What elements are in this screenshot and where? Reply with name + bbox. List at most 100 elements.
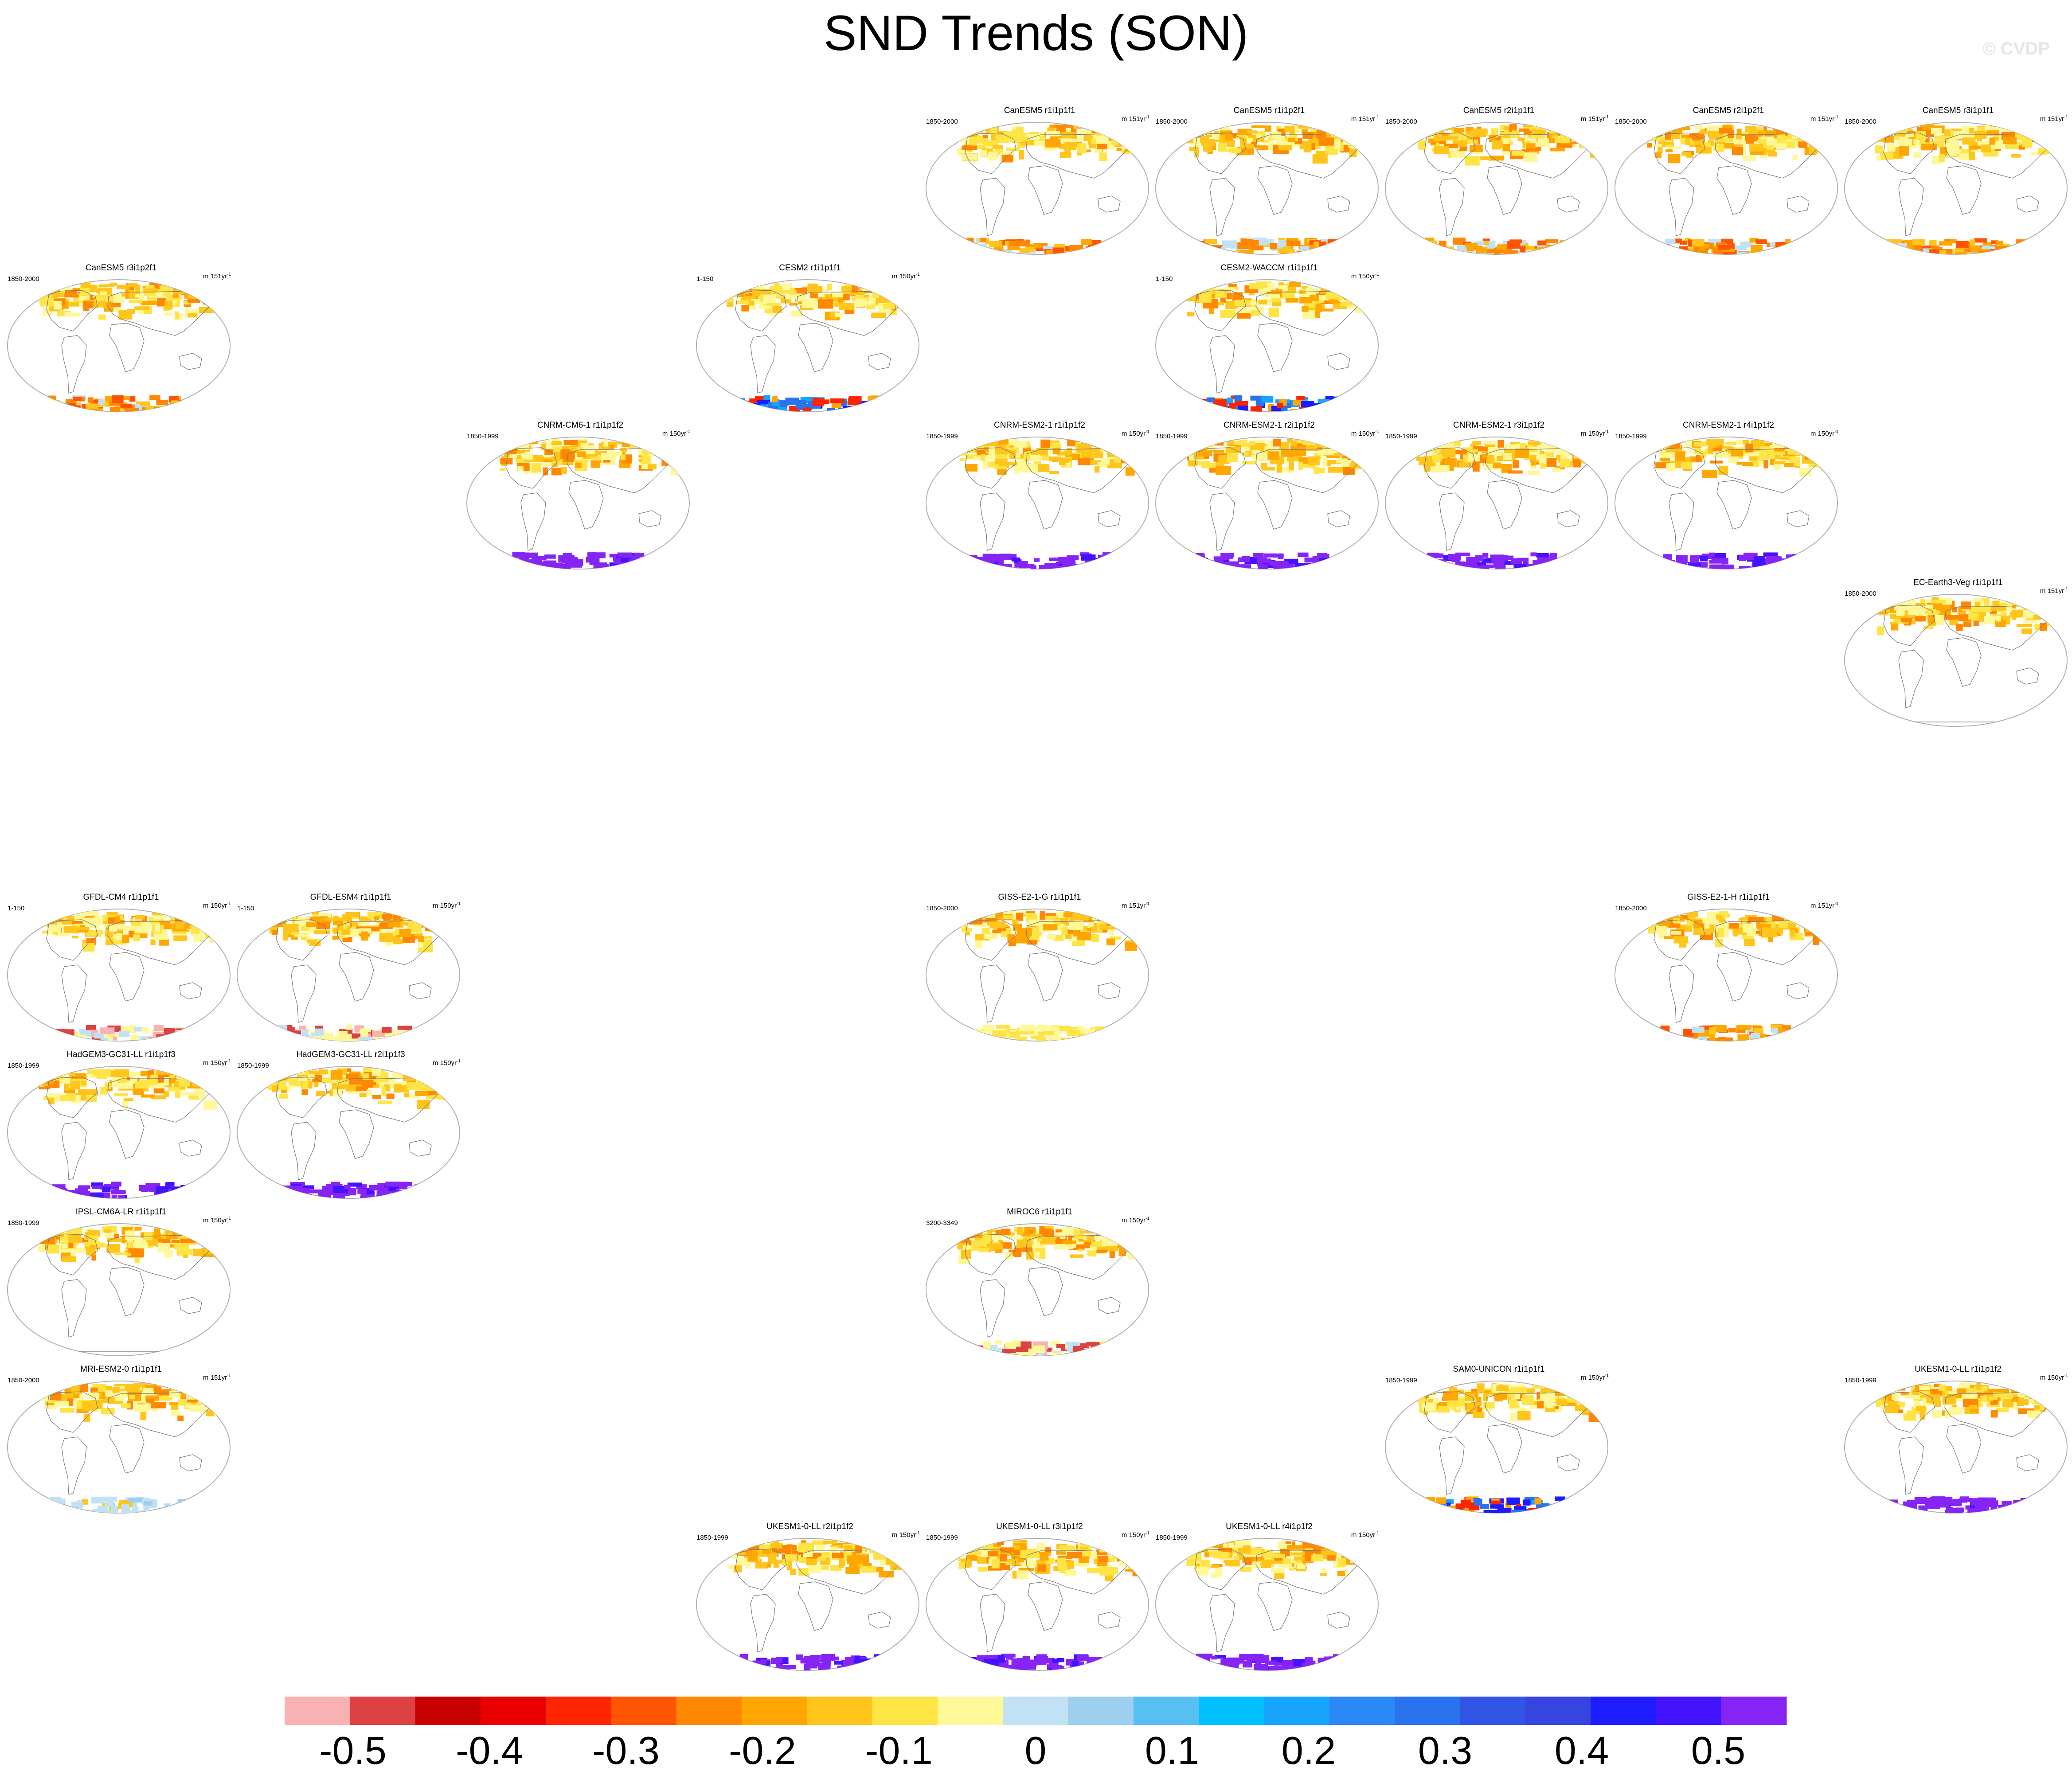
snow-cell	[871, 312, 886, 318]
coastline	[965, 919, 1016, 961]
coastline	[1654, 133, 1705, 174]
snow-cell	[63, 1073, 70, 1081]
snow-cell	[72, 288, 81, 291]
snow-cell	[1125, 1239, 1140, 1247]
antarctic-cell	[875, 406, 884, 410]
antarctic-cell	[516, 561, 529, 569]
snow-cell	[1273, 439, 1281, 447]
coastline	[796, 291, 900, 336]
panel-years: 1850-2000	[1845, 118, 1877, 125]
snow-cell	[1579, 129, 1584, 137]
snow-cell	[1040, 1250, 1045, 1260]
snow-cell	[195, 1078, 201, 1085]
snow-cell	[2011, 154, 2021, 158]
antarctic-cell	[1230, 243, 1242, 249]
snow-cell	[1267, 293, 1280, 298]
snow-cell	[1068, 937, 1082, 941]
snow-cell	[323, 917, 338, 921]
coastline	[1487, 480, 1522, 530]
snow-cell	[64, 312, 80, 317]
snow-cell	[180, 283, 196, 291]
antarctic-cell	[1974, 238, 1987, 243]
antarctic-cell	[562, 558, 574, 564]
snow-cell	[418, 936, 424, 942]
coastline	[1715, 133, 1818, 179]
snow-cell	[880, 284, 896, 288]
snow-cell	[1350, 454, 1366, 460]
map-canvas	[926, 437, 1149, 570]
antarctic-cell	[178, 406, 192, 412]
snow-cell	[1509, 1399, 1517, 1405]
snow-cell	[540, 462, 554, 466]
snow-cell	[188, 298, 200, 303]
snow-cell	[1762, 148, 1775, 152]
map-panel: CNRM-ESM2-1 r3i1p1f2 1850-1999 m 150yr-1	[1384, 420, 1613, 576]
snow-cell	[1129, 932, 1138, 936]
antarctic-cell	[831, 403, 841, 408]
antarctic-cell	[407, 1032, 421, 1036]
map-panel: SAM0-UNICON r1i1p1f1 1850-1999 m 150yr-1	[1384, 1364, 1613, 1520]
antarctic-cell	[1737, 1034, 1749, 1041]
snow-cell	[973, 924, 986, 927]
snow-cell	[1343, 291, 1355, 296]
snow-cell	[164, 1250, 173, 1257]
antarctic-cell	[110, 1505, 118, 1513]
antarctic-cell	[1427, 245, 1440, 250]
snow-cell	[1357, 291, 1368, 297]
antarctic-cell	[1059, 1026, 1071, 1031]
snow-cell	[1816, 451, 1821, 461]
antarctic-cell	[592, 552, 606, 558]
snow-cell	[187, 1241, 198, 1245]
snow-cell	[1444, 144, 1458, 148]
snow-cell	[187, 294, 197, 299]
snow-cell	[426, 1070, 431, 1079]
antarctic-cell	[1724, 1037, 1733, 1041]
snow-cell	[1268, 144, 1273, 150]
snow-cell	[39, 1237, 55, 1244]
antarctic-cell	[163, 407, 174, 412]
antarctic-cell	[1767, 1037, 1775, 1041]
snow-cell	[1247, 130, 1257, 134]
antarctic-cell	[1030, 565, 1036, 569]
snow-cell	[1802, 914, 1810, 919]
snow-cell	[957, 917, 969, 925]
map-canvas	[466, 437, 690, 570]
antarctic-cell	[1051, 1341, 1061, 1346]
antarctic-cell	[1106, 1033, 1114, 1040]
snow-cell	[149, 1075, 158, 1085]
panel-years: 1850-2000	[1845, 590, 1877, 597]
snow-cell	[963, 925, 968, 929]
snow-cell	[1981, 144, 1991, 152]
snow-cell	[70, 1081, 80, 1090]
antarctic-cell	[558, 555, 564, 563]
snow-cell	[1125, 467, 1135, 476]
snow-cell	[1191, 454, 1204, 460]
snow-cell	[1650, 444, 1662, 450]
snow-cell	[1758, 131, 1763, 137]
panel-title: CNRM-CM6-1 r1i1p1f2	[537, 421, 624, 430]
snow-cell	[1648, 443, 1660, 449]
map-panel: CESM2 r1i1p1f1 1-150 m 150yr-1	[696, 263, 924, 419]
snow-cell	[1802, 917, 1813, 922]
snow-cell	[1189, 146, 1199, 152]
snow-cell	[1335, 444, 1347, 450]
snow-cell	[114, 1093, 128, 1096]
snow-cell	[273, 922, 286, 927]
snow-cell	[1127, 445, 1132, 451]
panel-years: 1850-2000	[1615, 118, 1647, 125]
snow-cell	[135, 1081, 149, 1089]
snow-cell	[1125, 442, 1134, 450]
snow-cell	[1109, 449, 1125, 453]
antarctic-cell	[1447, 1510, 1454, 1513]
antarctic-cell	[1513, 563, 1527, 568]
snow-cell	[1818, 139, 1829, 146]
panel-units: m 150yr-1	[662, 429, 690, 437]
snow-cell	[1441, 133, 1449, 137]
snow-cell	[1510, 1412, 1516, 1422]
coastline	[980, 964, 1005, 1023]
panel-years: 1-150	[1156, 275, 1173, 283]
antarctic-cell	[165, 1182, 171, 1188]
antarctic-cell	[1662, 559, 1675, 565]
snow-cell	[584, 454, 597, 457]
panel-units-text: m 150yr	[891, 273, 916, 280]
